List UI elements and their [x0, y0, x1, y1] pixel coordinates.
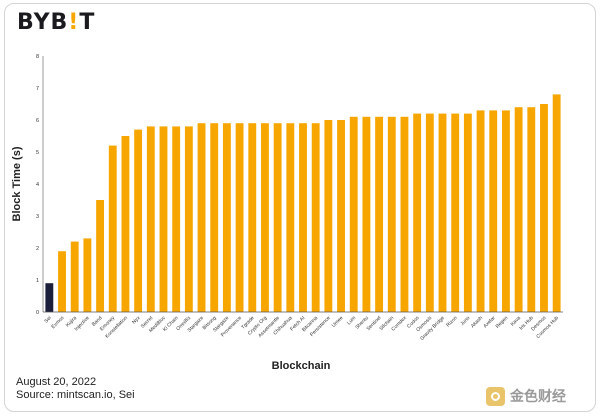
bar: [121, 136, 130, 312]
y-tick-label: 5: [36, 150, 39, 156]
bybit-logo: BYB!T: [17, 10, 96, 35]
y-tick-label: 1: [36, 278, 39, 284]
y-tick-label: 0: [36, 310, 39, 316]
bar: [83, 238, 92, 312]
bar: [286, 123, 295, 312]
footer-source: Source: mintscan.io, Sei: [16, 389, 135, 401]
bar: [476, 110, 485, 313]
y-tick-label: 3: [36, 214, 39, 220]
x-tick-label: Sei: [43, 315, 52, 324]
bar: [463, 113, 472, 312]
bar: [337, 120, 345, 312]
bar: [324, 120, 333, 312]
bar: [222, 123, 231, 312]
bar: [235, 123, 244, 312]
y-axis-ticks: 0 1 2 3 4 5 6 7 8: [36, 54, 39, 316]
x-tick-label: Evmos: [50, 315, 65, 330]
x-tick-label: Nyx: [131, 315, 142, 326]
bar: [375, 116, 384, 312]
bar: [273, 123, 282, 312]
bar: [540, 104, 548, 312]
bar: [413, 113, 422, 312]
bar: [159, 126, 168, 313]
bar: [362, 116, 371, 312]
bar: [184, 126, 193, 313]
bar: [261, 123, 269, 312]
x-tick-label: Rizon: [445, 315, 458, 328]
bar: [248, 123, 257, 312]
y-tick-label: 4: [36, 182, 39, 188]
bar: [108, 145, 117, 312]
bar: [134, 129, 143, 312]
bar: [70, 241, 79, 312]
x-tick-label: Axelar: [482, 315, 497, 330]
bar: [197, 123, 206, 312]
x-tick-label: Akash: [470, 315, 484, 329]
bars-group: [45, 94, 561, 313]
bar: [172, 126, 181, 313]
watermark: 金色财经: [486, 385, 566, 407]
x-tick-label: Umee: [331, 315, 345, 329]
bar: [146, 126, 155, 313]
y-tick-label: 7: [36, 86, 39, 92]
watermark-logo-icon: [486, 386, 505, 406]
bar: [349, 116, 358, 312]
y-tick-label: 6: [36, 118, 39, 124]
x-axis-title: Blockchain: [272, 360, 331, 372]
bar: [45, 283, 54, 312]
bar: [400, 116, 409, 312]
y-tick-label: 2: [36, 246, 39, 252]
y-axis-title-group: Block Time (s): [11, 146, 23, 221]
bar: [527, 107, 536, 312]
x-tick-label: Lum: [346, 315, 357, 326]
bar: [552, 94, 561, 313]
bar: [96, 200, 105, 312]
footer-date: August 20, 2022: [16, 376, 97, 388]
bar: [425, 113, 434, 312]
bar: [514, 107, 523, 312]
x-tick-label: Regen: [495, 315, 510, 330]
watermark-text: 金色财经: [510, 389, 566, 405]
y-axis-title: Block Time (s): [11, 146, 23, 221]
bar: [210, 123, 219, 312]
bar: [451, 113, 460, 312]
bar: [311, 123, 320, 312]
y-tick-label: 8: [36, 54, 39, 60]
bar: [489, 110, 498, 313]
bar: [58, 251, 66, 312]
bar: [438, 113, 447, 312]
bar: [299, 123, 307, 312]
bar: [387, 116, 396, 312]
bar: [501, 110, 510, 313]
